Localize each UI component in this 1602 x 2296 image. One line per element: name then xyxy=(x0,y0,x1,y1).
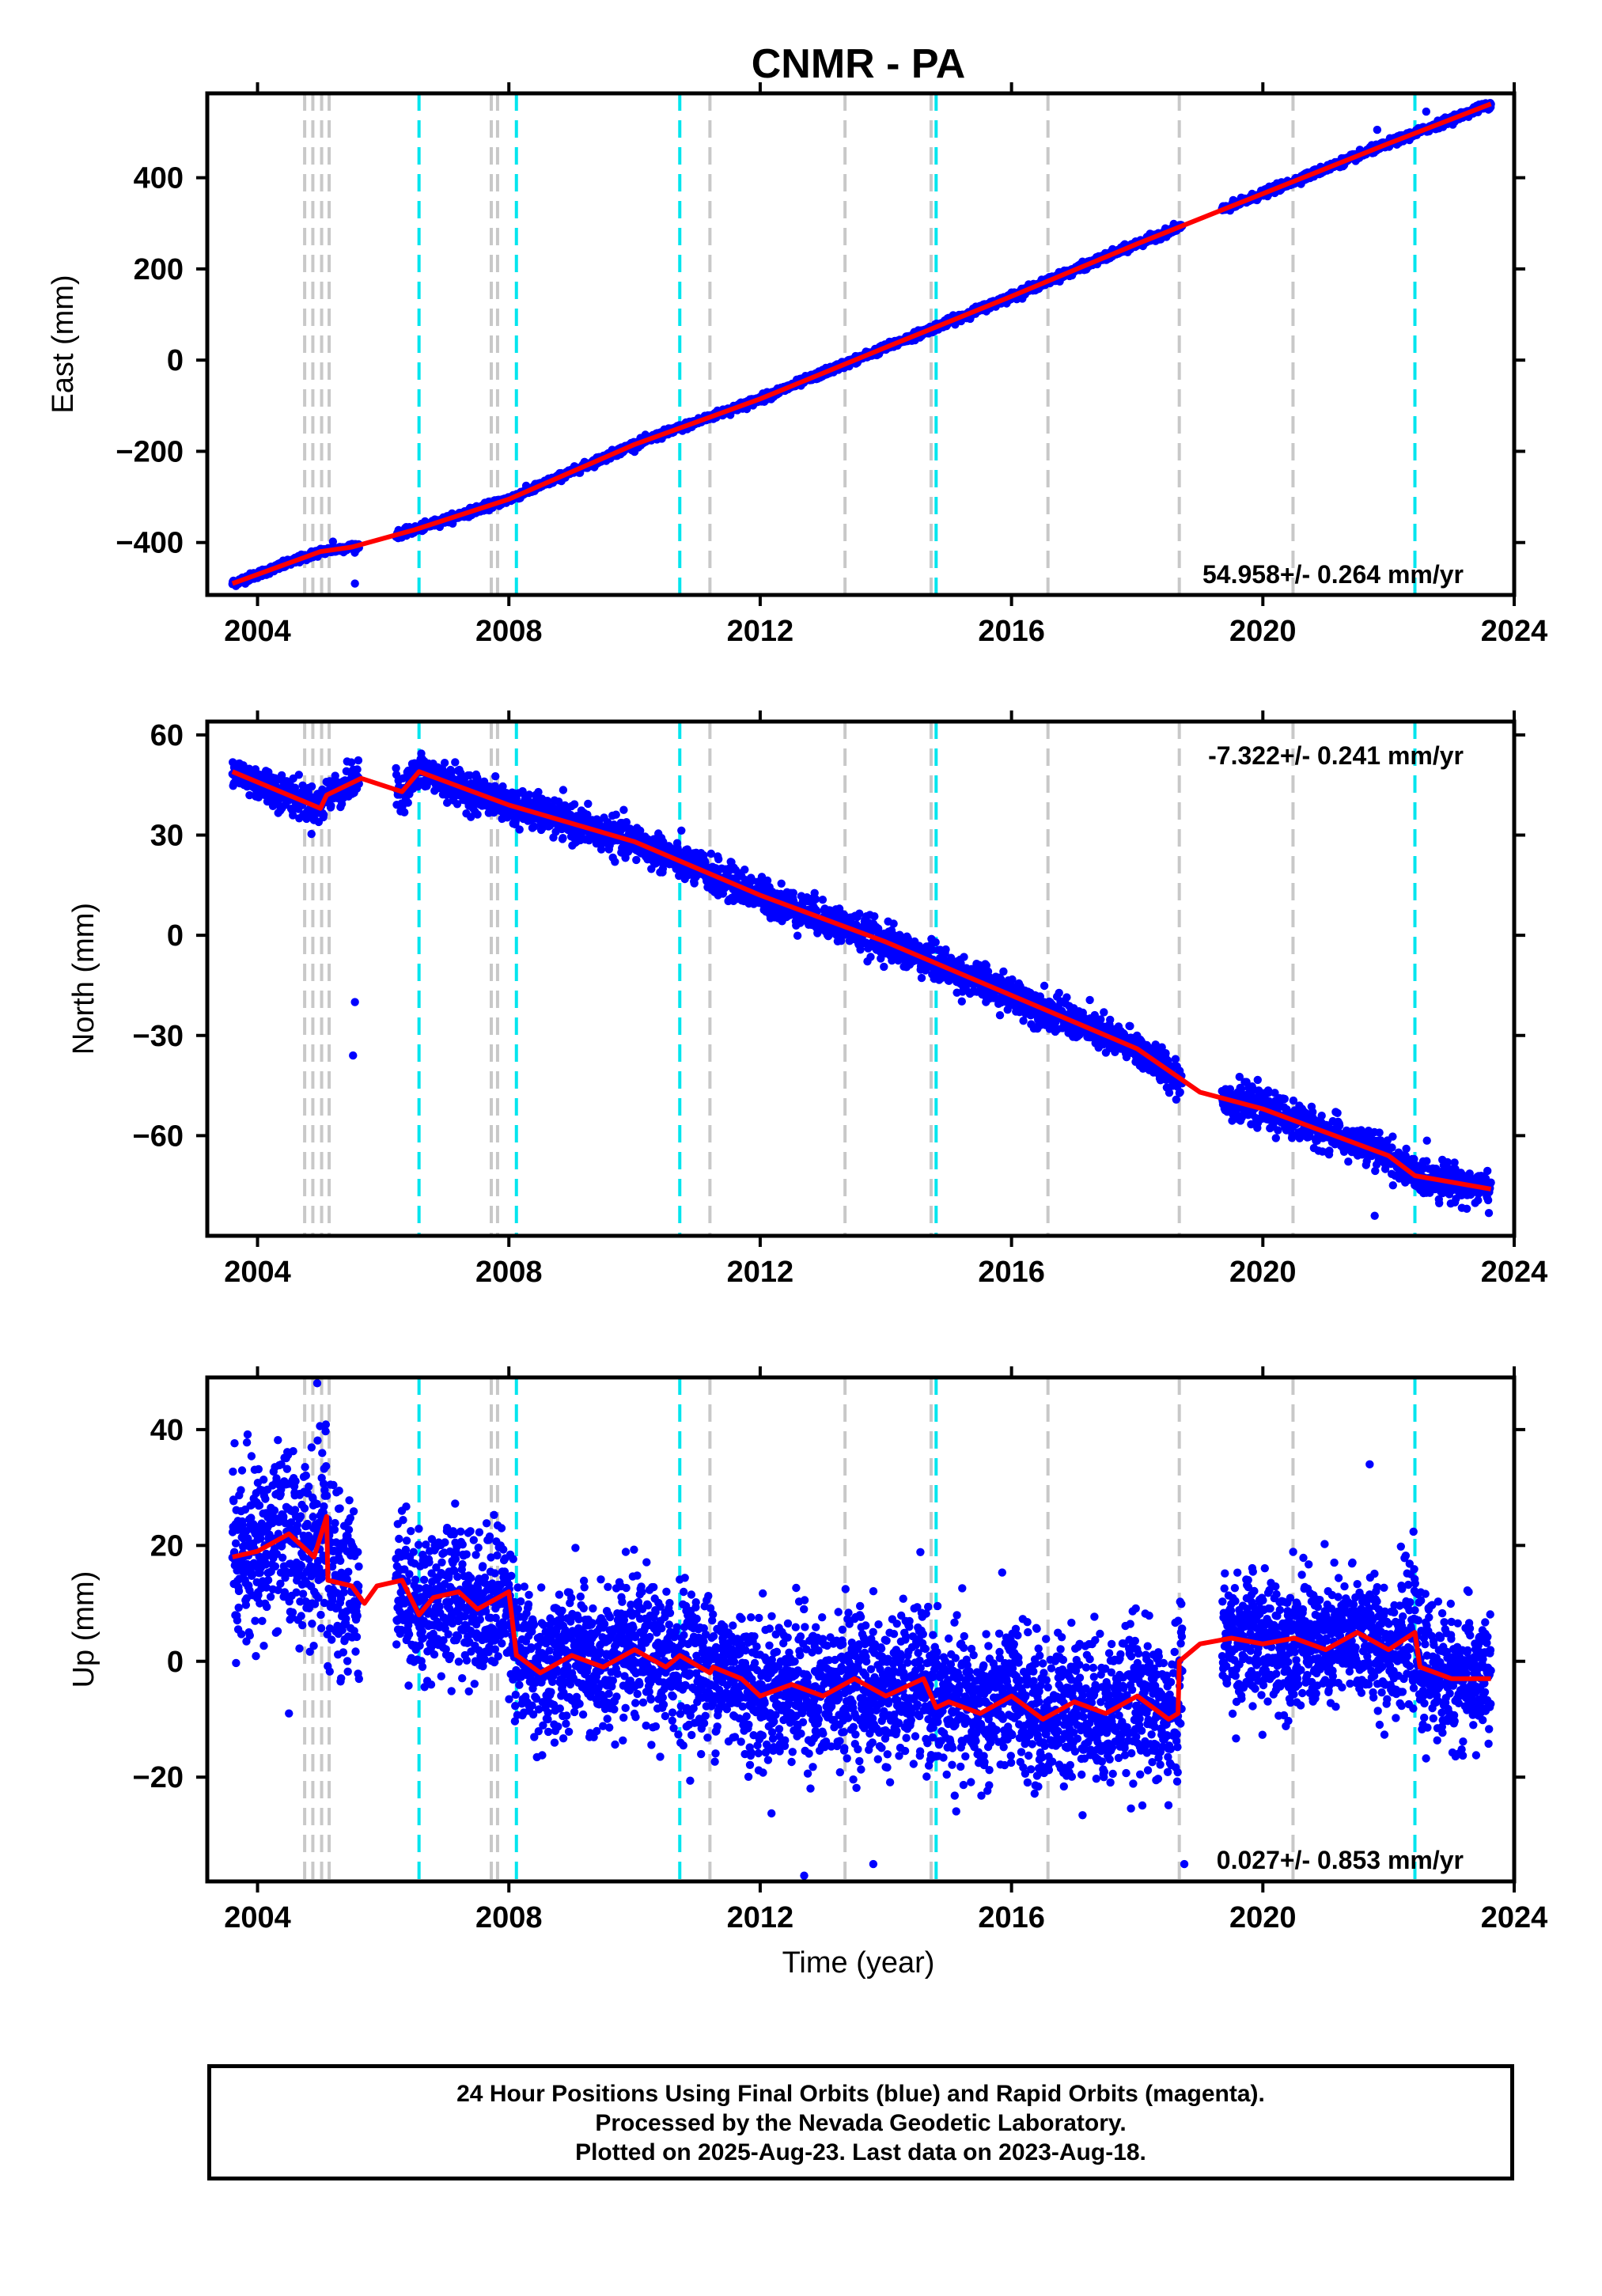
chart-title: CNMR - PA xyxy=(752,41,966,87)
data-point xyxy=(400,808,409,816)
outlier-point xyxy=(1373,125,1382,135)
east-rate-label: 54.958+/- 0.264 mm/yr xyxy=(1202,560,1464,589)
data-point xyxy=(403,798,412,807)
data-point xyxy=(677,826,686,835)
data-point xyxy=(440,759,449,767)
data-point xyxy=(327,801,335,810)
data-point xyxy=(632,855,641,865)
data-point xyxy=(612,810,620,819)
data-point xyxy=(584,799,593,809)
panel-east: 2004 2008 2012 2016 2020 2024−400−2000200400 … xyxy=(47,82,1547,648)
data-point xyxy=(347,758,356,767)
east-model-line xyxy=(231,101,1492,586)
data-point xyxy=(777,879,786,888)
data-point xyxy=(307,829,316,839)
data-point xyxy=(491,772,500,781)
x-tick-label: 2016 xyxy=(978,615,1045,648)
data-point xyxy=(740,866,749,874)
data-point xyxy=(515,825,524,834)
x-tick-label: 2012 xyxy=(727,615,794,648)
data-point xyxy=(353,765,362,774)
data-point xyxy=(319,810,328,820)
y-tick-label: 200 xyxy=(134,253,184,286)
data-point xyxy=(473,810,482,819)
y-tick-label: −200 xyxy=(116,435,184,468)
data-point xyxy=(793,931,802,940)
data-point xyxy=(451,758,460,767)
x-tick-label: 2004 xyxy=(224,615,291,648)
y-tick-label: 0 xyxy=(167,344,184,377)
data-point xyxy=(714,854,723,864)
data-point xyxy=(570,800,579,809)
outlier-point xyxy=(1422,107,1431,116)
data-point xyxy=(354,756,363,765)
data-point xyxy=(789,888,797,897)
data-point xyxy=(559,786,568,794)
outlier-point xyxy=(328,537,338,546)
x-tick-label: 2008 xyxy=(475,615,543,648)
data-point xyxy=(619,805,628,814)
x-tick-label: 2020 xyxy=(1229,615,1297,648)
y-tick-label: −400 xyxy=(116,527,184,560)
x-tick-label: 2024 xyxy=(1481,615,1548,648)
east-y-axis-label: East (mm) xyxy=(47,275,80,413)
model-line xyxy=(231,101,1492,586)
y-tick-label: 400 xyxy=(134,162,184,195)
outlier-point xyxy=(350,579,359,588)
data-point xyxy=(611,858,619,866)
data-point xyxy=(559,834,567,843)
data-point xyxy=(307,782,316,791)
data-point xyxy=(294,771,303,779)
north-data-points xyxy=(228,749,1495,1220)
